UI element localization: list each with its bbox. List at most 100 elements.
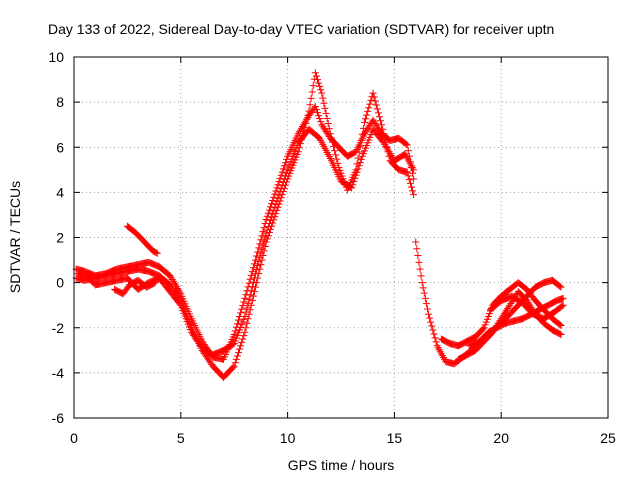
data-point bbox=[316, 82, 324, 90]
data-point bbox=[279, 165, 287, 173]
x-axis-title: GPS time / hours bbox=[288, 457, 395, 473]
data-point bbox=[404, 172, 412, 180]
data-point bbox=[265, 206, 273, 214]
data-point bbox=[365, 104, 373, 112]
axis-ticks bbox=[73, 56, 609, 419]
data-point bbox=[357, 155, 365, 163]
data-point bbox=[306, 101, 314, 109]
data-point bbox=[239, 335, 247, 343]
data-point bbox=[354, 165, 362, 173]
data-point bbox=[382, 142, 390, 150]
data-point bbox=[257, 249, 265, 257]
data-point bbox=[246, 291, 254, 299]
data-point bbox=[352, 171, 360, 179]
data-point bbox=[281, 159, 289, 167]
data-point bbox=[241, 294, 249, 302]
data-point bbox=[243, 304, 251, 312]
data-point bbox=[240, 298, 248, 306]
data-point bbox=[413, 245, 421, 253]
data-point bbox=[304, 111, 312, 119]
data-point bbox=[323, 114, 331, 122]
data-point bbox=[241, 328, 249, 336]
data-point bbox=[410, 175, 418, 183]
data-point bbox=[353, 168, 361, 176]
data-point bbox=[303, 115, 311, 123]
y-tick-label: 0 bbox=[56, 275, 64, 291]
data-point bbox=[278, 182, 286, 190]
data-point bbox=[245, 295, 253, 303]
data-point bbox=[416, 265, 424, 273]
data-point bbox=[355, 162, 363, 170]
data-point bbox=[244, 300, 252, 308]
data-point bbox=[557, 331, 565, 339]
data-point bbox=[280, 175, 288, 183]
data-point bbox=[381, 141, 389, 149]
data-point bbox=[363, 111, 371, 119]
data-point bbox=[248, 297, 256, 305]
data-point bbox=[330, 142, 338, 150]
data-point bbox=[301, 123, 309, 131]
data-point bbox=[431, 334, 439, 342]
data-point bbox=[270, 207, 278, 215]
data-point bbox=[412, 238, 420, 246]
x-tick-label: 15 bbox=[387, 430, 403, 446]
data-point bbox=[269, 196, 277, 204]
y-tick-label: 2 bbox=[56, 230, 64, 246]
data-point bbox=[250, 288, 258, 296]
data-point bbox=[283, 169, 291, 177]
data-point bbox=[248, 282, 256, 290]
data-point bbox=[317, 86, 325, 94]
data-point bbox=[276, 174, 284, 182]
data-point bbox=[246, 306, 254, 314]
data-point bbox=[321, 104, 329, 112]
data-point bbox=[311, 103, 319, 111]
data-point bbox=[233, 320, 241, 328]
data-point bbox=[231, 359, 239, 367]
data-point bbox=[371, 97, 379, 105]
data-point bbox=[242, 308, 250, 316]
data-point bbox=[249, 264, 257, 272]
data-point bbox=[419, 284, 427, 292]
data-point bbox=[275, 191, 283, 199]
data-point bbox=[362, 115, 370, 123]
data-point bbox=[386, 150, 394, 158]
data-point bbox=[429, 326, 437, 334]
data-point bbox=[166, 272, 174, 280]
data-point bbox=[402, 140, 410, 148]
data-point bbox=[355, 148, 363, 156]
data-point bbox=[237, 309, 245, 317]
data-point bbox=[558, 302, 566, 310]
data-point bbox=[357, 136, 365, 144]
data-point bbox=[559, 301, 567, 309]
data-point bbox=[557, 283, 565, 291]
data-point bbox=[249, 278, 257, 286]
data-point bbox=[269, 210, 277, 218]
data-point bbox=[559, 294, 567, 302]
data-point bbox=[331, 147, 339, 155]
data-point bbox=[249, 292, 257, 300]
data-point bbox=[267, 203, 275, 211]
data-point bbox=[322, 109, 330, 117]
data-point bbox=[168, 275, 176, 283]
data-point bbox=[315, 79, 323, 87]
data-point bbox=[427, 318, 435, 326]
data-point bbox=[556, 330, 564, 338]
data-point bbox=[333, 155, 341, 163]
data-point bbox=[415, 258, 423, 266]
data-point bbox=[153, 249, 161, 257]
data-point bbox=[268, 213, 276, 221]
data-point bbox=[294, 148, 302, 156]
x-tick-label: 0 bbox=[70, 430, 78, 446]
data-point bbox=[325, 125, 333, 133]
data-point bbox=[267, 216, 275, 224]
data-point bbox=[230, 362, 238, 370]
data-point bbox=[253, 266, 261, 274]
y-tick-label: 4 bbox=[56, 184, 64, 200]
data-point bbox=[274, 194, 282, 202]
y-tick-label: 10 bbox=[48, 49, 64, 65]
data-point bbox=[254, 261, 262, 269]
data-point bbox=[410, 166, 418, 174]
data-point bbox=[369, 89, 377, 97]
data-point bbox=[327, 134, 335, 142]
